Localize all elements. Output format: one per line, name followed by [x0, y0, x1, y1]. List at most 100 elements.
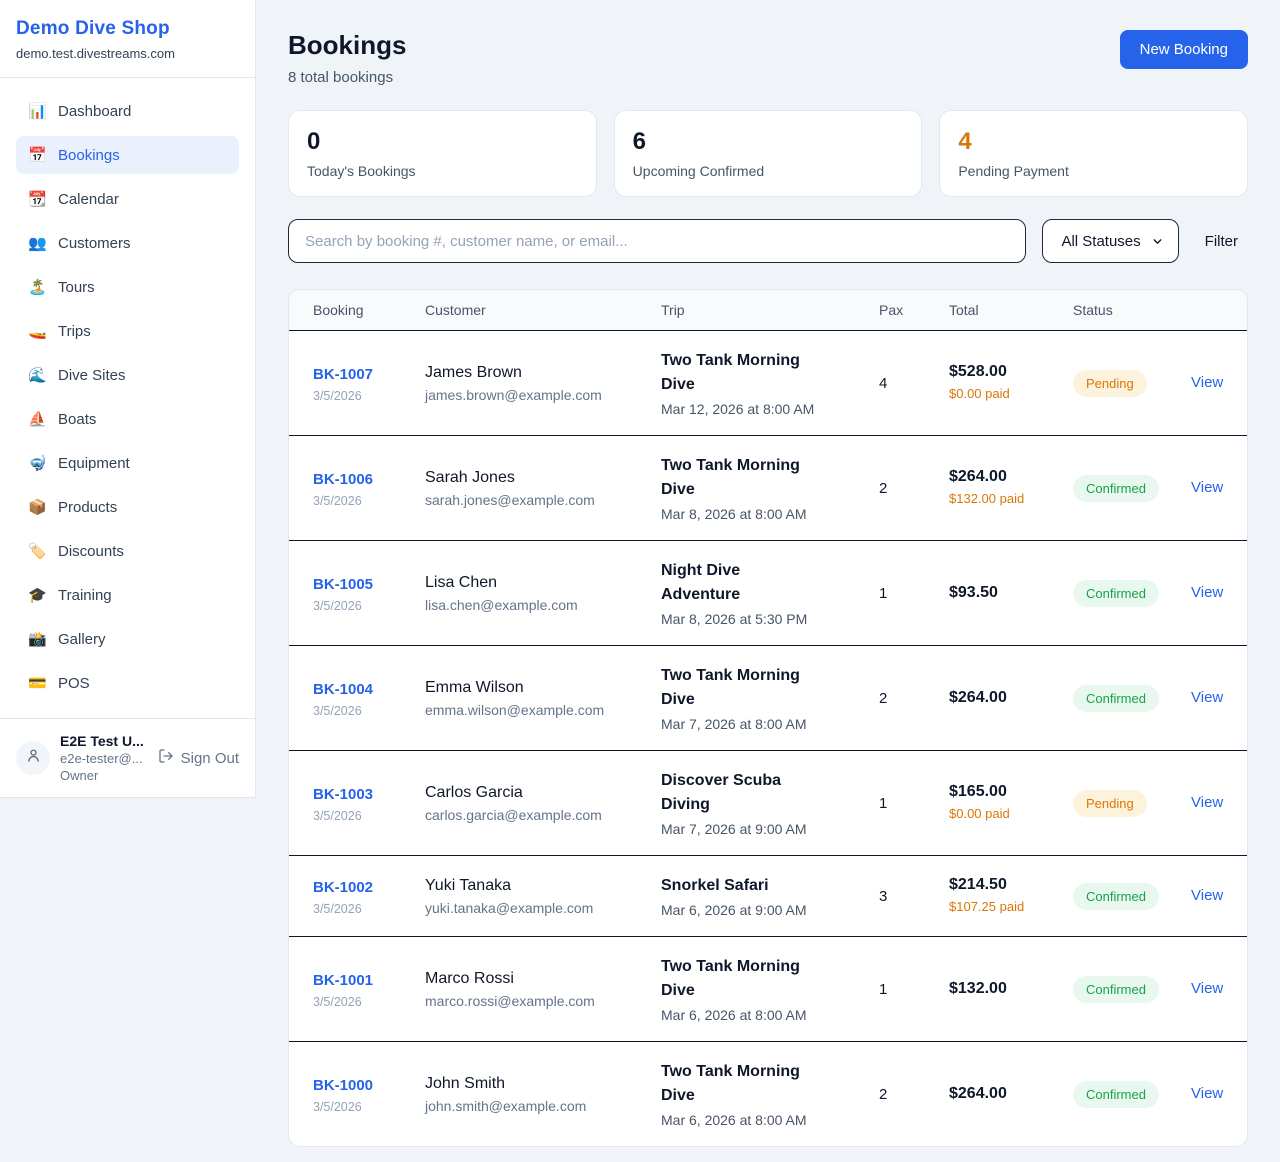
pax-count: 1 [879, 980, 888, 998]
sidebar-item-bookings[interactable]: 📅 Bookings [16, 136, 239, 174]
trip-name: Two Tank Morning Dive [661, 352, 800, 393]
booking-date: 3/5/2026 [313, 902, 362, 917]
booking-number-link[interactable]: BK-1001 [313, 971, 374, 989]
view-link[interactable]: View [1191, 887, 1224, 904]
sidebar-item-calendar[interactable]: 📆 Calendar [28, 190, 119, 209]
booking-date: 3/5/2026 [313, 995, 362, 1010]
filter-button[interactable]: Filter [1204, 232, 1238, 250]
booking-number-link[interactable]: BK-1000 [313, 1076, 374, 1094]
sidebar-item-dashboard[interactable]: 📊 Dashboard [28, 102, 132, 121]
stats-row: 0 Today's Bookings 6 Upcoming Confirmed … [288, 110, 1249, 197]
customer-name: Yuki Tanaka [425, 876, 511, 894]
search-input[interactable] [288, 219, 1027, 263]
trip-name: Two Tank Morning Dive [661, 667, 800, 708]
table-body: BK-1007 3/5/2026 James Brown james.brown… [289, 331, 1247, 1146]
customer-name: Sarah Jones [425, 468, 515, 486]
customer-email: lisa.chen@example.com [425, 596, 578, 613]
customer-email: yuki.tanaka@example.com [425, 899, 594, 916]
column-header-booking: Booking [313, 302, 364, 318]
sidebar-item-products[interactable]: 📦 Products [28, 498, 118, 517]
sign-out-label: Sign Out [180, 749, 239, 767]
user-section: E2E Test U... e2e-tester@... Owner Sign … [0, 718, 255, 797]
status-filter-select[interactable]: All Statuses [1042, 219, 1179, 263]
sidebar-item-trips[interactable]: 🚤 Trips [28, 322, 91, 341]
trip-name: Two Tank Morning Dive [661, 958, 800, 999]
sign-out-button[interactable]: Sign Out [158, 748, 239, 768]
logout-icon [158, 748, 174, 768]
column-header-status: Status [1073, 302, 1113, 318]
sidebar-item-training[interactable]: 🎓 Training [28, 586, 112, 605]
sidebar-item-boats[interactable]: ⛵ Boats [28, 410, 97, 429]
booking-number-link[interactable]: BK-1004 [313, 680, 374, 698]
total-amount: $264.00 [949, 1085, 1007, 1102]
table-row: BK-1006 3/5/2026 Sarah Jones sarah.jones… [289, 435, 1247, 540]
sidebar-item-tours[interactable]: 🏝️ Tours [28, 278, 95, 297]
island-icon: 🏝️ [28, 279, 47, 296]
booking-number-link[interactable]: BK-1003 [313, 785, 374, 803]
user-email: e2e-tester@... [60, 751, 143, 766]
view-link[interactable]: View [1191, 980, 1224, 997]
booking-date: 3/5/2026 [313, 599, 362, 614]
view-link[interactable]: View [1191, 689, 1224, 706]
column-header-trip: Trip [661, 302, 685, 318]
stat-card: 4 Pending Payment [939, 110, 1249, 197]
booking-number-link[interactable]: BK-1002 [313, 878, 374, 896]
sidebar-item-discounts[interactable]: 🏷️ Discounts [28, 542, 124, 561]
booking-number-link[interactable]: BK-1006 [313, 470, 374, 488]
sidebar-item-equipment[interactable]: 🤿 Equipment [28, 454, 130, 473]
trip-name: Two Tank Morning Dive [661, 457, 800, 498]
shop-name: Demo Dive Shop [16, 18, 170, 39]
trip-name: Night Dive Adventure [661, 562, 741, 603]
pax-count: 2 [879, 1085, 888, 1103]
customer-name: James Brown [425, 363, 522, 381]
total-amount: $528.00 [949, 362, 1007, 380]
trip-datetime: Mar 6, 2026 at 8:00 AM [661, 1007, 807, 1023]
paid-amount: $0.00 paid [949, 805, 1010, 821]
page-header: Bookings 8 total bookings New Booking [288, 30, 1248, 86]
view-link[interactable]: View [1191, 794, 1224, 811]
diving-mask-icon: 🤿 [28, 455, 47, 472]
sidebar-item-customers[interactable]: 👥 Customers [28, 234, 131, 253]
total-amount: $214.50 [949, 875, 1007, 893]
user-name: E2E Test U... [60, 733, 144, 749]
bookings-table: Booking Customer Trip Pax Total Status B… [288, 289, 1248, 1147]
status-badge: Confirmed [1073, 882, 1159, 910]
customer-email: emma.wilson@example.com [425, 701, 605, 718]
column-header-pax: Pax [879, 302, 904, 318]
stat-label: Pending Payment [958, 163, 1069, 179]
tear-off-calendar-icon: 📆 [28, 191, 47, 208]
trip-datetime: Mar 8, 2026 at 8:00 AM [661, 506, 807, 522]
view-link[interactable]: View [1191, 374, 1224, 391]
customer-email: marco.rossi@example.com [425, 992, 595, 1009]
sidebar-nav: 📊 Dashboard 📅 Bookings 📆 Calendar 👥 Cust… [0, 78, 255, 718]
booking-number-link[interactable]: BK-1007 [313, 365, 374, 383]
person-icon [25, 747, 42, 769]
bar-chart-icon: 📊 [28, 103, 47, 120]
sidebar-item-pos[interactable]: 💳 POS [28, 674, 90, 693]
view-link[interactable]: View [1191, 584, 1224, 601]
customer-name: Marco Rossi [425, 969, 514, 987]
sidebar-item-gallery[interactable]: 📸 Gallery [28, 630, 106, 649]
trip-datetime: Mar 6, 2026 at 8:00 AM [661, 1112, 807, 1128]
speedboat-icon: 🚤 [28, 323, 47, 340]
filter-row: All Statuses Filter [288, 219, 1248, 263]
booking-number-link[interactable]: BK-1005 [313, 575, 374, 593]
customer-name: John Smith [425, 1074, 506, 1092]
stat-card: 0 Today's Bookings [288, 110, 597, 197]
column-header-total: Total [949, 302, 979, 318]
user-meta: E2E Test U... e2e-tester@... Owner [60, 733, 148, 783]
sailboat-icon: ⛵ [28, 411, 47, 428]
view-link[interactable]: View [1191, 479, 1224, 496]
stat-label: Today's Bookings [307, 163, 416, 179]
camera-flash-icon: 📸 [28, 631, 47, 648]
table-row: BK-1001 3/5/2026 Marco Rossi marco.rossi… [289, 936, 1247, 1041]
table-row: BK-1005 3/5/2026 Lisa Chen lisa.chen@exa… [289, 540, 1247, 645]
sidebar-item-dive-sites[interactable]: 🌊 Dive Sites [28, 366, 126, 385]
trip-name: Two Tank Morning Dive [661, 1063, 800, 1104]
people-icon: 👥 [28, 235, 47, 252]
customer-name: Lisa Chen [425, 573, 498, 591]
brand-block: Demo Dive Shop demo.test.divestreams.com [0, 0, 255, 78]
table-row: BK-1003 3/5/2026 Carlos Garcia carlos.ga… [289, 750, 1247, 855]
new-booking-button[interactable]: New Booking [1119, 30, 1248, 69]
view-link[interactable]: View [1191, 1085, 1224, 1102]
